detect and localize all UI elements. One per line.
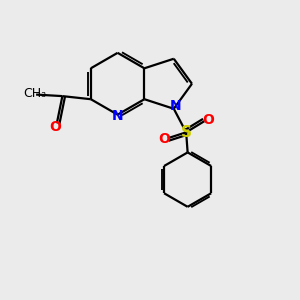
Text: O: O [202,113,214,127]
Text: O: O [158,132,170,146]
Text: O: O [50,120,61,134]
Text: N: N [170,99,182,113]
Text: S: S [181,124,192,140]
Text: N: N [112,109,123,123]
Text: CH₃: CH₃ [23,87,46,100]
